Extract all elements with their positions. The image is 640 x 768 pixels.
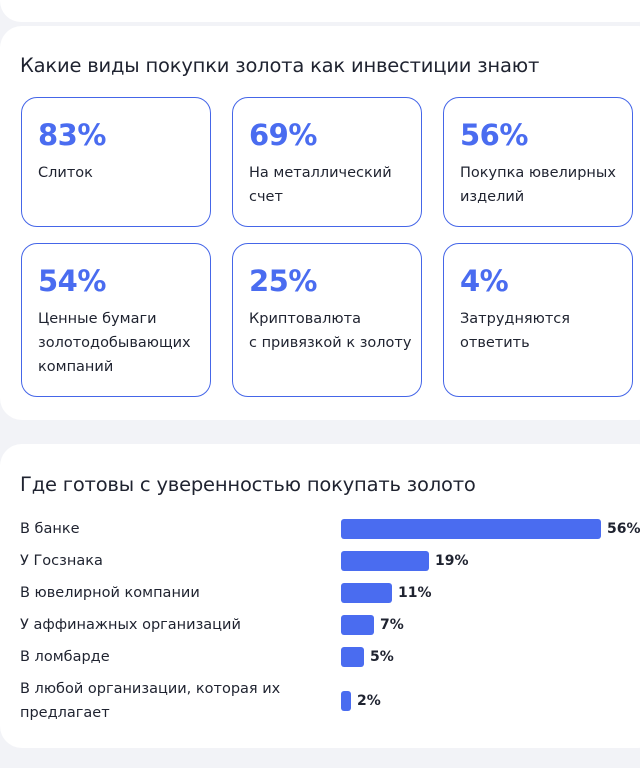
stat-tile: 69% На металлический счет [232,97,422,227]
stat-tile-value: 83% [38,118,106,152]
bar-value-label: 5% [370,649,394,665]
bar [341,551,429,571]
stat-tile-label: Криптовалюта с привязкой к золоту [249,311,412,351]
stat-tile-label: Покупка ювелирных изделий [460,165,616,205]
bar [341,519,601,539]
stat-tile-label: На металлический счет [249,165,392,205]
stat-tile: 54% Ценные бумаги золотодобывающих компа… [21,243,211,397]
stat-tile-value: 25% [249,264,317,298]
confidence-card: Где готовы с уверенностью покупать золот… [0,444,640,748]
bar-value-label: 7% [380,617,404,633]
bar-category-label: В ломбарде [20,649,110,665]
bar-category-label: В ювелирной компании [20,585,200,601]
chart-title: Где готовы с уверенностью покупать золот… [20,473,476,496]
bar [341,691,351,711]
stat-tile-value: 69% [249,118,317,152]
stat-tile-label: Слиток [38,165,93,181]
stat-tile-value: 56% [460,118,528,152]
stat-tile-value: 54% [38,264,106,298]
bar-category-label: У Госзнака [20,553,103,569]
bar-value-label: 19% [435,553,469,569]
awareness-title: Какие виды покупки золота как инвестиции… [20,54,540,77]
stat-tile-label: Затрудняются ответить [460,311,570,351]
bar [341,647,364,667]
bar-category-label: В банке [20,521,80,537]
stat-tile: 83% Слиток [21,97,211,227]
bar-value-label: 2% [357,693,381,709]
bar-category-label: У аффинажных организаций [20,617,241,633]
bar-value-label: 56% [607,521,640,537]
stat-tile: 56% Покупка ювелирных изделий [443,97,633,227]
bar-value-label: 11% [398,585,432,601]
stat-tile: 25% Криптовалюта с привязкой к золоту [232,243,422,397]
stat-tile-label: Ценные бумаги золотодобывающих компаний [38,311,191,375]
bar [341,583,392,603]
stat-tile: 4% Затрудняются ответить [443,243,633,397]
stat-tile-value: 4% [460,264,509,298]
bar [341,615,374,635]
top-card-edge [0,0,640,22]
bar-category-label: В любой организации, которая их предлага… [20,681,281,721]
awareness-card: Какие виды покупки золота как инвестиции… [0,26,640,420]
